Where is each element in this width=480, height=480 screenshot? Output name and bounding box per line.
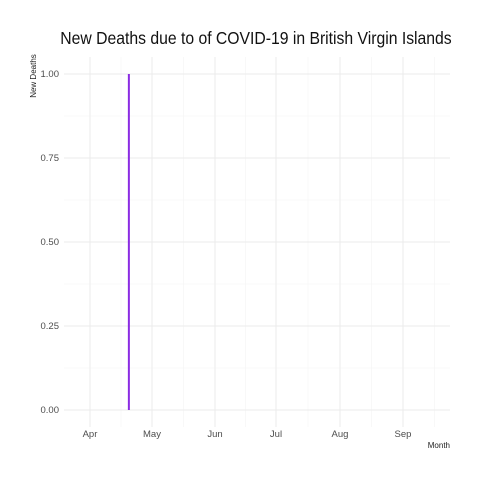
death-bar [127,74,130,410]
x-tick-label: Apr [83,429,98,440]
data-marks [127,74,130,410]
x-tick-label: Aug [332,429,349,440]
y-tick-label: 1.00 [41,69,60,80]
x-axis-ticks: Apr May Jun Jul Aug Sep [83,429,412,440]
x-tick-label: May [143,429,161,440]
y-axis-title: New Deaths [29,54,38,98]
x-tick-label: Jul [270,429,282,440]
x-tick-label: Sep [395,429,412,440]
x-tick-label: Jun [207,429,222,440]
y-axis-ticks: 0.00 0.25 0.50 0.75 1.00 [41,69,60,416]
y-tick-label: 0.50 [41,237,60,248]
major-gridlines [64,57,450,427]
chart-title: New Deaths due to of COVID-19 in British… [60,28,451,48]
y-tick-label: 0.25 [41,321,60,332]
y-tick-label: 0.00 [41,405,60,416]
y-tick-label: 0.75 [41,153,60,164]
x-axis-title: Month [428,441,450,450]
